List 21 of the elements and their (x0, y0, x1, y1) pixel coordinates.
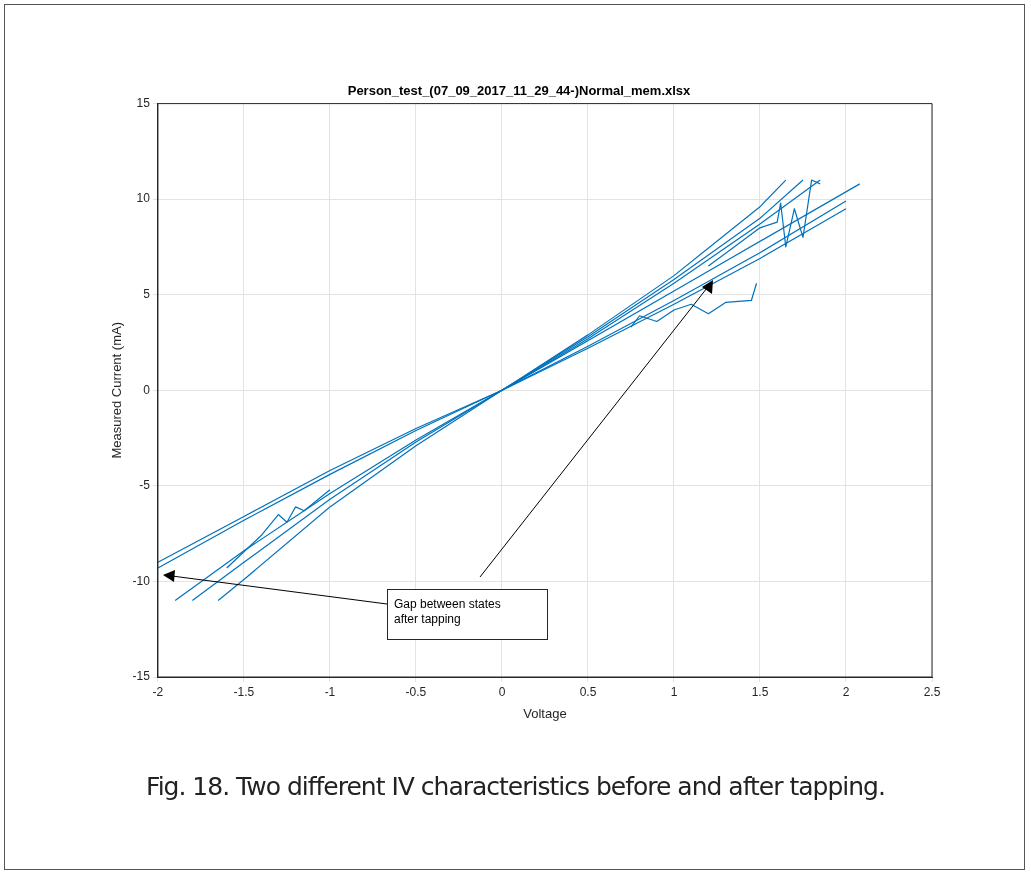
x-tick-label: -0.5 (405, 684, 427, 699)
x-tick-label: 0 (498, 684, 506, 699)
x-axis-title: Voltage (523, 705, 567, 721)
y-tick-label: 0 (143, 382, 151, 397)
x-tick-label: 2 (842, 684, 850, 699)
y-tick-label: 10 (136, 191, 151, 206)
y-axis-title: Measured Current (mA) (109, 322, 125, 459)
y-tick-label: -10 (132, 573, 151, 588)
x-tick-label: 1.5 (751, 684, 769, 699)
y-tick-label: 15 (136, 95, 151, 110)
caption: Fig. 18. Two different IV characteristics before and after tapping. (145, 772, 886, 801)
chart-title: Person_test_(07_09_2017_11_29_44-)Normal_mem.xlsx (347, 83, 692, 99)
x-tick-label: 0.5 (579, 684, 597, 699)
y-tick-label: 5 (143, 287, 151, 302)
x-tick-label: 1 (670, 684, 678, 699)
y-tick-label: -5 (139, 478, 151, 493)
x-tick-label: -1.5 (233, 684, 255, 699)
x-tick-label: -2 (152, 684, 164, 699)
x-tick-label: -1 (324, 684, 336, 699)
y-tick-label: -15 (132, 669, 151, 684)
x-tick-label: 2.5 (923, 684, 941, 699)
